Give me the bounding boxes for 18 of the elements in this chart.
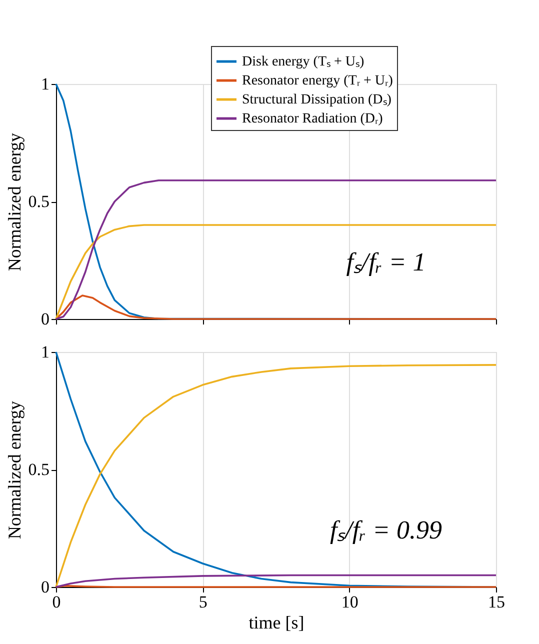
y-tick-label: 0.5 bbox=[28, 460, 50, 479]
y-tick-label: 0 bbox=[41, 578, 50, 596]
legend-label: Structural Dissipation (Dₛ) bbox=[242, 92, 392, 108]
y-tick-label: 1 bbox=[41, 342, 50, 362]
legend-label: Disk energy (Tₛ + Uₛ) bbox=[242, 54, 365, 70]
y-axis-title: Normalized energy bbox=[4, 400, 24, 540]
x-axis-title: time [s] bbox=[248, 612, 304, 632]
y-tick-label: 1 bbox=[41, 74, 50, 94]
annotation: fₛ/fᵣ = 1 bbox=[346, 248, 426, 277]
x-tick-label: 15 bbox=[488, 592, 505, 612]
annotation: fₛ/fᵣ = 0.99 bbox=[330, 516, 442, 545]
legend-label: Resonator Radiation (Dᵣ) bbox=[242, 112, 384, 126]
x-tick-label: 10 bbox=[341, 592, 358, 612]
y-axis-title: Normalized energy bbox=[4, 132, 24, 272]
legend-label: Resonator energy (Tᵣ + Uᵣ) bbox=[242, 74, 394, 88]
y-tick-label: 0.5 bbox=[28, 192, 50, 211]
y-tick-label: 0 bbox=[41, 310, 50, 328]
x-tick-label: 5 bbox=[198, 592, 208, 612]
